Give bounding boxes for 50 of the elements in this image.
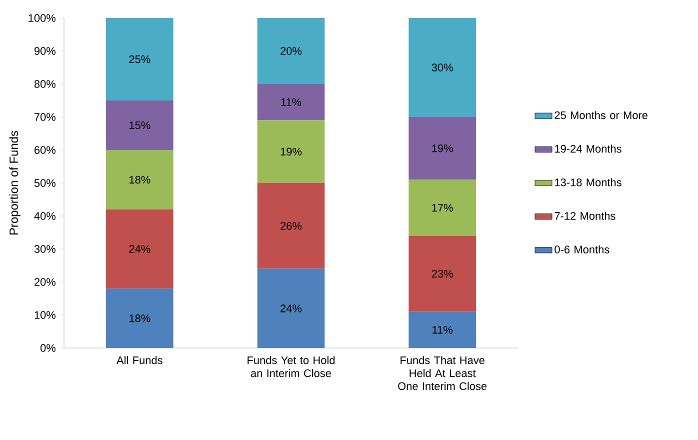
- y-tick-label: 0%: [40, 344, 56, 352]
- bar: [257, 18, 325, 84]
- bar: [408, 18, 476, 117]
- legend-label: 19-24 Months: [555, 144, 622, 153]
- data-label: 30%: [432, 64, 453, 72]
- data-label: 24%: [129, 245, 150, 253]
- bar: [257, 183, 325, 269]
- y-tick-label: 100%: [28, 14, 56, 22]
- bar: [408, 116, 476, 180]
- bar: [257, 268, 325, 348]
- legend-label: 0-6 Months: [554, 245, 610, 254]
- y-tick-label: 20%: [34, 278, 56, 286]
- x-tick-label: Funds That Have Held At Least One Interim Close: [398, 356, 487, 390]
- y-tick-label: 70%: [34, 113, 56, 121]
- bar: [106, 100, 174, 150]
- bar: [408, 236, 476, 312]
- bar: [408, 312, 476, 348]
- legend-label: 7-12 Months: [554, 212, 616, 220]
- data-label: 23%: [432, 270, 453, 278]
- bar: [106, 288, 174, 348]
- data-label: 20%: [280, 47, 302, 55]
- legend-label: 25 Months or More: [554, 111, 648, 120]
- y-tick-label: 60%: [34, 146, 56, 154]
- y-tick-label: 90%: [34, 47, 56, 55]
- bar: [257, 120, 325, 183]
- data-label: 11%: [281, 98, 302, 106]
- y-tick-label: 30%: [34, 245, 56, 253]
- data-label: 11%: [432, 326, 452, 334]
- data-label: 17%: [432, 204, 453, 212]
- bar: [257, 84, 325, 120]
- bar: [106, 209, 174, 289]
- data-label: 24%: [280, 304, 302, 312]
- data-label: 18%: [130, 314, 150, 322]
- y-tick-label: 50%: [34, 179, 56, 187]
- y-axis-title: Proportion of Funds: [9, 130, 20, 235]
- y-tick-label: 10%: [34, 311, 56, 319]
- data-label: 19%: [280, 148, 302, 156]
- data-label: 15%: [130, 121, 150, 130]
- x-tick-label: All Funds: [116, 356, 162, 364]
- data-label: 25%: [129, 55, 150, 64]
- x-tick-label: Funds Yet to Hold an Interim Close: [248, 356, 335, 378]
- y-tick-label: 80%: [34, 80, 56, 88]
- data-label: 26%: [280, 222, 302, 230]
- bar: [106, 18, 174, 100]
- data-label: 19%: [432, 144, 453, 152]
- data-label: 18%: [130, 176, 150, 184]
- y-tick-label: 40%: [34, 212, 56, 220]
- bar: [106, 150, 174, 210]
- legend-label: 13-18 Months: [555, 178, 622, 186]
- bar: [408, 180, 476, 236]
